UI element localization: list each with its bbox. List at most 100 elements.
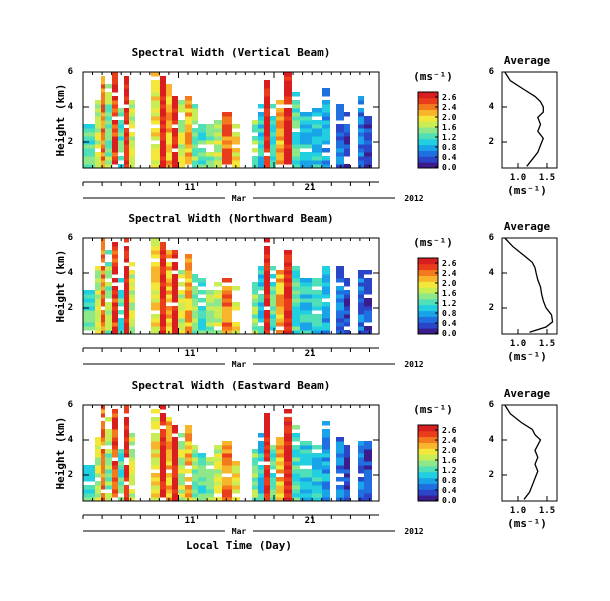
heatmap-cell [166, 262, 172, 267]
avg-x-tick: 1.0 [510, 506, 526, 516]
heatmap-cell [160, 116, 166, 121]
heatmap-cell [192, 314, 198, 319]
heatmap-cell [105, 156, 112, 161]
heatmap-cell [358, 481, 364, 486]
heatmap-cell [166, 88, 172, 93]
heatmap-cell [364, 116, 372, 121]
heatmap-cell [185, 132, 192, 137]
heatmap-cell [105, 453, 112, 458]
heatmap-cell [214, 298, 222, 303]
heatmap-cell [270, 140, 276, 145]
heatmap-cell [222, 136, 232, 141]
heatmap-cell [364, 270, 372, 275]
heatmap-cell [112, 112, 118, 117]
heatmap-cell [124, 164, 129, 168]
heatmap-cell [322, 318, 330, 323]
heatmap-cell [270, 306, 276, 311]
heatmap-cell [358, 140, 364, 145]
heatmap-cell [300, 128, 312, 133]
heatmap-cell [336, 477, 344, 482]
heatmap-cell [118, 322, 124, 327]
heatmap-cell [322, 465, 330, 470]
heatmap-cell [270, 481, 276, 486]
y-axis-ticks [83, 71, 379, 143]
heatmap-cell [112, 461, 118, 466]
heatmap-cell [270, 136, 276, 141]
heatmap-cell [105, 294, 112, 299]
heatmap-cell [95, 473, 101, 478]
heatmap-cell [270, 326, 276, 331]
heatmap-cell [312, 152, 322, 157]
heatmap-cell [105, 96, 112, 101]
heatmap-cell [258, 433, 264, 438]
heatmap-cell [105, 282, 112, 287]
heatmap-cell [358, 469, 364, 474]
heatmap-cell [364, 160, 372, 165]
colorbar-swatch [418, 103, 438, 110]
heatmap-cell [101, 457, 105, 462]
heatmap-cell [178, 124, 185, 129]
heatmap-cell [300, 132, 312, 137]
heatmap-cell [172, 310, 178, 315]
heatmap-cell [129, 457, 135, 462]
heatmap-cell [198, 290, 206, 295]
heatmap-cell [172, 425, 178, 430]
heatmap-cell [364, 278, 372, 283]
heatmap-cell [284, 302, 292, 307]
heatmap-cell [336, 132, 344, 137]
heatmap-cell [222, 457, 232, 462]
heatmap-cell [129, 302, 135, 307]
heatmap-cell [185, 290, 192, 295]
heatmap-cell [185, 144, 192, 149]
heatmap-cell [344, 310, 350, 315]
heatmap-cell [112, 104, 118, 109]
heatmap-cell [292, 433, 300, 438]
heatmap-cell [292, 144, 300, 149]
heatmap-cell [198, 298, 206, 303]
heatmap-cell [312, 156, 322, 161]
heatmap-cell [358, 278, 364, 283]
heatmap-cell [358, 132, 364, 137]
heatmap-cell [112, 306, 118, 311]
heatmap-cell [222, 477, 232, 482]
heatmap-cell [129, 294, 135, 299]
heatmap-cell [101, 156, 105, 161]
heatmap-cell [358, 322, 364, 327]
heatmap-cell [118, 148, 124, 153]
heatmap-cell [264, 140, 270, 145]
heatmap-cell [258, 164, 264, 168]
heatmap-cell [124, 152, 129, 157]
heatmap-cell [112, 144, 118, 149]
heatmap-cell [101, 278, 105, 283]
heatmap-cell [105, 322, 112, 327]
heatmap-cell [166, 449, 172, 454]
heatmap-cell [322, 330, 330, 334]
heatmap-cell [160, 140, 166, 145]
heatmap-cell [364, 120, 372, 125]
heatmap-cell [151, 136, 160, 141]
heatmap-cell [322, 132, 330, 137]
heatmap-cell [270, 449, 276, 454]
heatmap-cell [344, 294, 350, 299]
heatmap-cell [258, 330, 264, 334]
heatmap-cell [118, 290, 124, 295]
heatmap-cell [292, 453, 300, 458]
heatmap-cell [166, 294, 172, 299]
heatmap-cell [105, 473, 112, 478]
heatmap-cell [118, 124, 124, 129]
plot-frame [82, 404, 380, 502]
heatmap-cell [284, 112, 292, 117]
heatmap-cell [264, 481, 270, 486]
heatmap-cell [258, 152, 264, 157]
heatmap-cell [185, 286, 192, 291]
heatmap-cell [172, 465, 178, 470]
heatmap-cell [124, 274, 129, 279]
heatmap-cell [151, 326, 160, 331]
heatmap-cell [322, 437, 330, 442]
heatmap-cell [264, 274, 270, 279]
heatmap-cell [322, 429, 330, 434]
heatmap-cell [252, 140, 258, 145]
heatmap-cell [336, 441, 344, 446]
heatmap-cell [336, 465, 344, 470]
heatmap-cell [151, 286, 160, 291]
